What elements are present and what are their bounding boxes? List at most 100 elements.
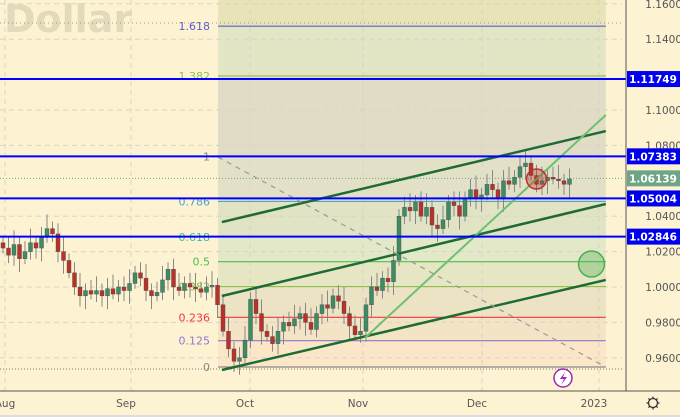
candle[interactable] xyxy=(517,156,523,188)
candle[interactable] xyxy=(275,317,281,355)
candle[interactable] xyxy=(165,262,171,291)
candle[interactable] xyxy=(154,281,160,302)
candle[interactable] xyxy=(61,237,66,274)
candle[interactable] xyxy=(143,263,149,302)
candle[interactable] xyxy=(303,302,308,336)
candle[interactable] xyxy=(418,191,424,222)
candle[interactable] xyxy=(55,223,61,263)
candle[interactable] xyxy=(325,290,330,322)
candle[interactable] xyxy=(336,285,341,310)
price-axis[interactable] xyxy=(626,0,680,417)
candle[interactable] xyxy=(110,274,116,300)
candle[interactable] xyxy=(193,272,198,303)
candle[interactable] xyxy=(248,292,253,349)
candle[interactable] xyxy=(352,315,358,341)
candle[interactable] xyxy=(209,271,215,298)
trendline-steep-support[interactable] xyxy=(364,114,607,339)
candle[interactable] xyxy=(490,170,495,198)
candle[interactable] xyxy=(72,262,77,295)
candle[interactable] xyxy=(149,283,154,310)
trendline-channel-middle[interactable] xyxy=(221,202,607,298)
candle[interactable] xyxy=(270,325,275,352)
candle[interactable] xyxy=(413,194,418,225)
candle[interactable] xyxy=(242,325,248,364)
candle[interactable] xyxy=(220,294,226,337)
candle[interactable] xyxy=(369,276,374,318)
candle[interactable] xyxy=(99,283,105,307)
red-circle-marker[interactable] xyxy=(525,168,548,190)
candle[interactable] xyxy=(33,235,39,259)
candle[interactable] xyxy=(297,306,303,330)
candle[interactable] xyxy=(105,278,110,310)
candle[interactable] xyxy=(116,279,121,303)
candle[interactable] xyxy=(281,315,286,345)
candle[interactable] xyxy=(198,281,204,298)
candle[interactable] xyxy=(127,269,132,304)
candle[interactable] xyxy=(171,258,176,301)
candle[interactable] xyxy=(451,191,457,217)
candle[interactable] xyxy=(363,297,369,342)
candle[interactable] xyxy=(66,253,72,279)
candle[interactable] xyxy=(523,148,528,180)
candle[interactable] xyxy=(176,272,182,296)
candle[interactable] xyxy=(319,294,325,325)
candle[interactable] xyxy=(385,267,391,293)
candle[interactable] xyxy=(0,235,6,254)
candle[interactable] xyxy=(374,272,380,296)
candle[interactable] xyxy=(292,304,297,334)
candle[interactable] xyxy=(446,194,451,228)
candle[interactable] xyxy=(341,287,347,325)
candle[interactable] xyxy=(132,265,138,289)
candle[interactable] xyxy=(402,196,407,225)
candle[interactable] xyxy=(17,237,22,272)
candle[interactable] xyxy=(512,170,517,193)
candle[interactable] xyxy=(237,347,242,375)
trendline-channel-lower[interactable] xyxy=(221,278,607,372)
trendline-channel-upper[interactable] xyxy=(221,129,607,224)
candle[interactable] xyxy=(347,306,352,340)
candle[interactable] xyxy=(121,276,127,302)
candle[interactable] xyxy=(182,276,187,299)
candle[interactable] xyxy=(77,272,83,307)
candle[interactable] xyxy=(429,200,435,236)
candle[interactable] xyxy=(50,221,55,242)
candle[interactable] xyxy=(567,168,572,198)
candle[interactable] xyxy=(264,324,270,342)
candle[interactable] xyxy=(138,262,143,287)
candle[interactable] xyxy=(286,311,292,332)
candle[interactable] xyxy=(187,272,193,298)
green-circle-marker[interactable] xyxy=(577,250,606,278)
candle[interactable] xyxy=(44,214,50,243)
candle[interactable] xyxy=(22,240,28,264)
candle[interactable] xyxy=(308,308,314,335)
candle[interactable] xyxy=(259,299,264,345)
candle-body xyxy=(187,283,193,288)
time-axis[interactable] xyxy=(0,391,680,417)
settings-gear-icon[interactable] xyxy=(646,396,660,410)
candle[interactable] xyxy=(440,205,446,234)
candle[interactable] xyxy=(204,276,209,301)
candle[interactable] xyxy=(314,306,319,338)
candle[interactable] xyxy=(484,173,490,201)
candle[interactable] xyxy=(226,317,231,357)
candle[interactable] xyxy=(28,228,33,260)
candle[interactable] xyxy=(160,265,165,301)
candle[interactable] xyxy=(6,237,11,264)
candle[interactable] xyxy=(253,288,259,325)
candle[interactable] xyxy=(550,166,556,185)
candle[interactable] xyxy=(39,226,44,262)
candle[interactable] xyxy=(506,166,512,190)
price-level-badge xyxy=(627,190,680,207)
candle[interactable] xyxy=(556,164,561,189)
candle[interactable] xyxy=(545,170,550,195)
candle[interactable] xyxy=(380,271,385,299)
trendline-fib-diagonal[interactable] xyxy=(217,156,607,368)
candle[interactable] xyxy=(88,279,94,300)
candle[interactable] xyxy=(561,173,567,195)
candle[interactable] xyxy=(215,278,220,318)
candle[interactable] xyxy=(330,288,336,314)
candle[interactable] xyxy=(83,283,88,310)
candle[interactable] xyxy=(94,276,99,303)
